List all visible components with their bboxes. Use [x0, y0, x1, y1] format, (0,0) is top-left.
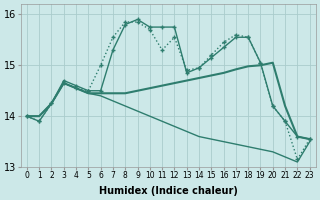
X-axis label: Humidex (Indice chaleur): Humidex (Indice chaleur)	[99, 186, 238, 196]
